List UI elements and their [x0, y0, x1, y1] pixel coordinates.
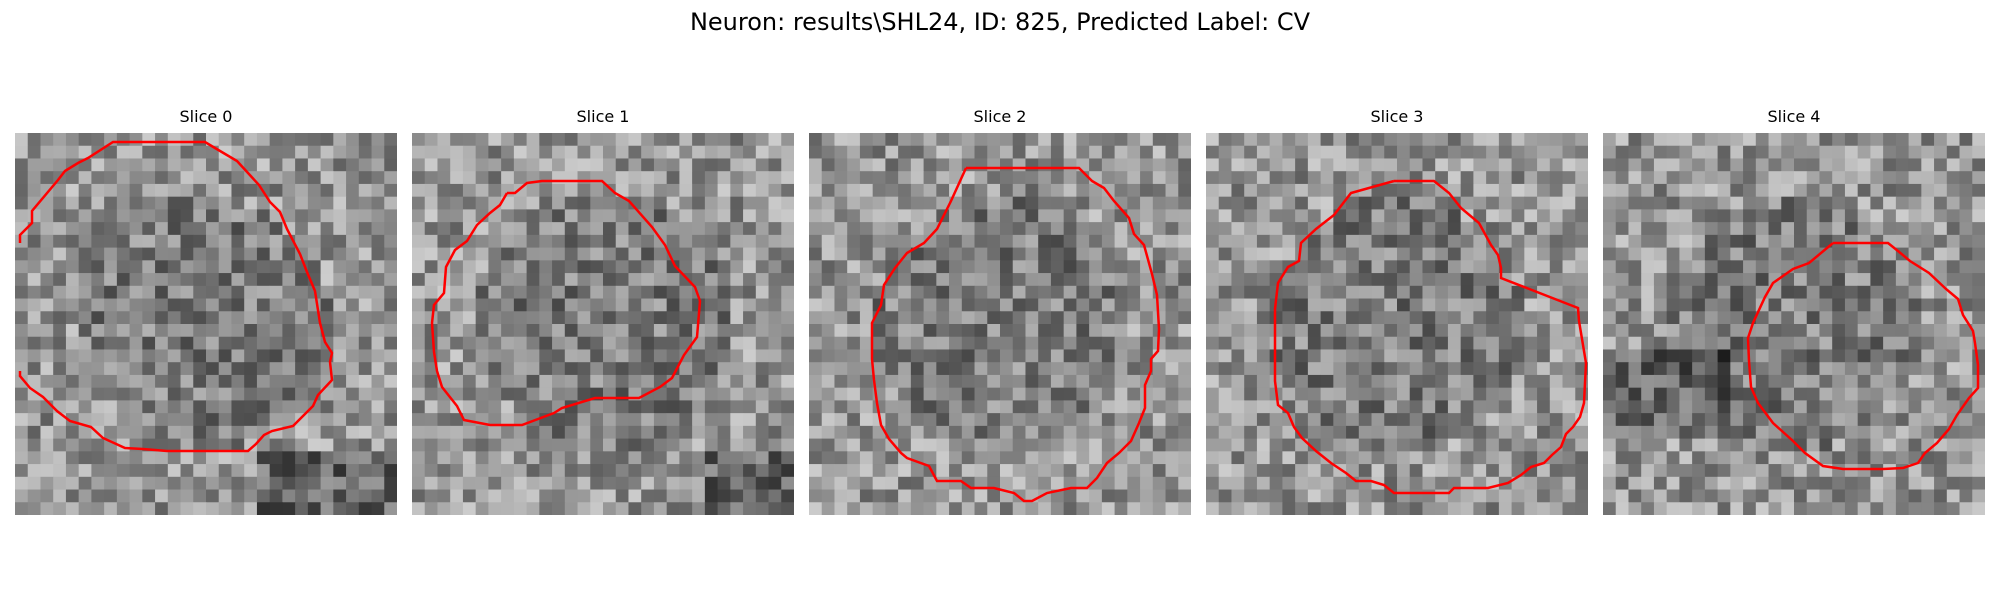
- panel-title: Slice 2: [973, 107, 1027, 126]
- contour-outline: [430, 179, 702, 427]
- panel-title: Slice 3: [1370, 107, 1424, 126]
- slice-image: [1206, 133, 1588, 515]
- slice-image: [1603, 133, 1985, 515]
- contour-outline: [1273, 179, 1588, 495]
- figure-title: Neuron: results\SHL24, ID: 825, Predicte…: [689, 8, 1311, 36]
- panel-title: Slice 0: [179, 107, 233, 126]
- contour-outline: [870, 166, 1161, 503]
- panel-title: Slice 1: [576, 107, 630, 126]
- contour-outline: [18, 140, 334, 453]
- panel-title: Slice 4: [1767, 107, 1821, 126]
- slice-image: [809, 133, 1191, 515]
- slice-image: [15, 133, 397, 515]
- contour-outline: [1746, 241, 1980, 471]
- slice-image: [412, 133, 794, 515]
